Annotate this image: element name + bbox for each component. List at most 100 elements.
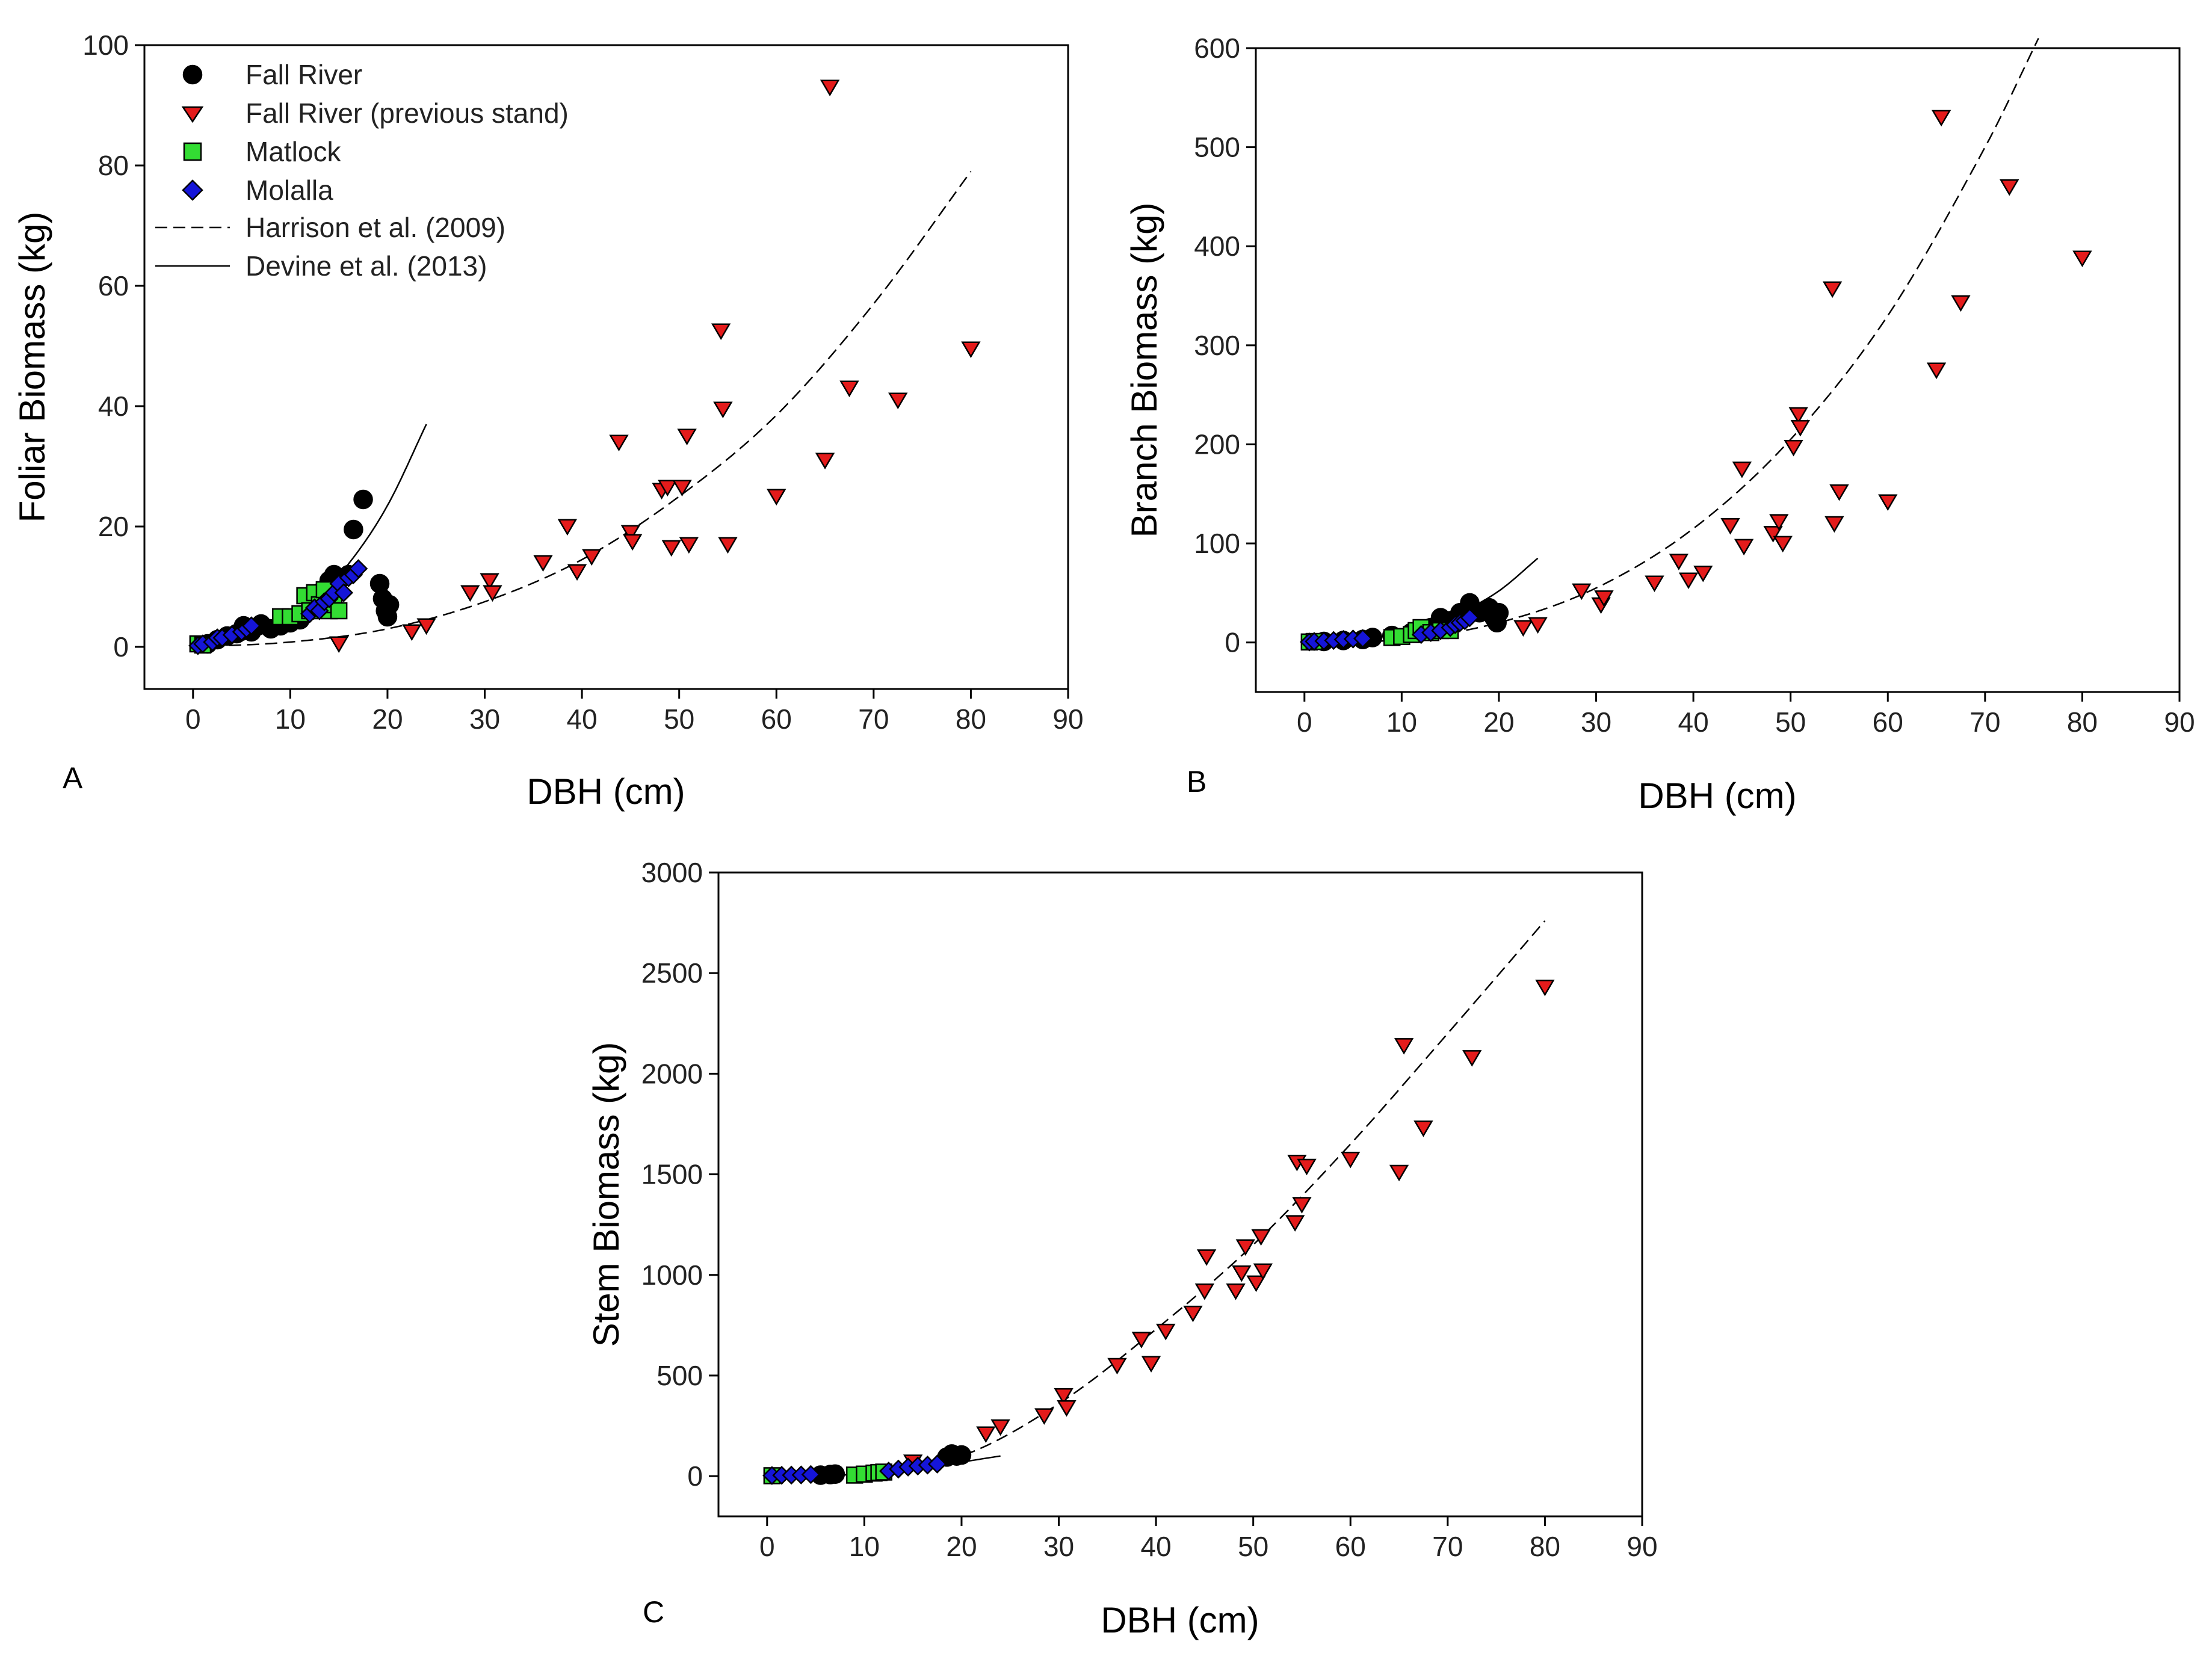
panel-a-point-fall-river-previous-stand [713, 401, 733, 419]
panel-c-point-fall-river-previous-stand [1235, 1239, 1255, 1256]
panel-b-curves [1304, 37, 2039, 643]
panel-a-x-tick-label: 20 [372, 703, 403, 735]
panel-b-point-fall-river-previous-stand [1878, 494, 1898, 511]
panel-c-x-tick-label: 90 [1627, 1531, 1657, 1562]
panel-a-y-tick-label: 40 [98, 391, 129, 422]
panel-a-point-fall-river-previous-stand [658, 480, 678, 497]
panel-a-point-fall-river [344, 519, 363, 540]
panel-b-x-tick-label: 30 [1581, 706, 1611, 738]
panel-c-x-tick-label: 20 [946, 1531, 977, 1562]
panel-c-point-fall-river [951, 1445, 972, 1465]
panel-c-point-fall-river-previous-stand [1054, 1388, 1074, 1405]
panel-a-curve-harrison-et-al-2009 [193, 171, 972, 648]
panel-c-point-fall-river-previous-stand [1535, 980, 1555, 996]
panel-a-point-fall-river-previous-stand [460, 585, 480, 602]
panel-c-y-tick-label: 1500 [641, 1159, 703, 1190]
panel-a-x-tick-label: 60 [761, 703, 792, 735]
panel-b-points [1300, 110, 2092, 652]
panel-c-point-fall-river-previous-stand [1196, 1249, 1217, 1266]
panel-c-point-fall-river-previous-stand [1285, 1215, 1305, 1232]
panel-a-point-fall-river-previous-stand [582, 549, 602, 566]
panel-b-y-tick-label: 0 [1225, 627, 1240, 658]
legend: Fall River Fall River (previous stand) M… [155, 59, 569, 282]
panel-b-point-fall-river-previous-stand [2072, 250, 2092, 268]
panel-c-curve-harrison-et-al-2009 [767, 920, 1546, 1477]
panel-c-curves [767, 920, 1546, 1477]
panel-c-x-tick-label: 70 [1432, 1531, 1463, 1562]
panel-a-point-fall-river-previous-stand [677, 428, 697, 446]
panel-a-point-fall-river-previous-stand [961, 341, 981, 359]
panel-a-y-tick-label: 100 [82, 29, 129, 61]
panel-b-point-fall-river-previous-stand [1788, 407, 1808, 424]
panel-b-point-fall-river-previous-stand [1594, 590, 1614, 607]
panel-b-point-fall-river-previous-stand [1769, 514, 1789, 531]
panel-c-point-fall-river-previous-stand [1194, 1283, 1215, 1300]
panel-a-point-fall-river-previous-stand [711, 323, 731, 341]
panel-c-point-fall-river-previous-stand [1156, 1323, 1176, 1341]
panel-b-point-molalla [1460, 608, 1480, 628]
panel-b-point-fall-river [1489, 603, 1509, 623]
panel-b-point-fall-river-previous-stand [2000, 179, 2019, 196]
panel-b-x-tick-label: 50 [1775, 706, 1806, 738]
panel-b-x-tick-label: 60 [1873, 706, 1903, 738]
legend-fall-river-label: Fall River [246, 59, 362, 90]
panel-a-point-fall-river-previous-stand [557, 519, 578, 536]
panel-c-point-fall-river-previous-stand [1413, 1120, 1433, 1137]
panel-c-point-fall-river-previous-stand [1253, 1263, 1273, 1280]
panel-c-point-fall-river-previous-stand [976, 1426, 996, 1443]
panel-c-x-axis-title: DBH (cm) [1101, 1600, 1259, 1640]
panel-b-point-fall-river-previous-stand [1824, 516, 1844, 533]
legend-devine-label: Devine et al. (2013) [246, 250, 487, 282]
panel-b-point-fall-river-previous-stand [1572, 583, 1592, 601]
panel-c-x-tick-label: 40 [1141, 1531, 1172, 1562]
legend-harrison-label: Harrison et al. (2009) [246, 212, 505, 243]
panel-b-y-tick-label: 100 [1194, 528, 1240, 559]
panel-a-point-fall-river-previous-stand [609, 434, 629, 452]
legend-matlock-marker [183, 142, 202, 161]
panel-c-point-fall-river-previous-stand [1131, 1332, 1152, 1348]
panel-c-x-tick-label: 0 [759, 1531, 775, 1562]
panel-b-point-fall-river-previous-stand [1784, 439, 1803, 457]
panel-c-stem-biomass: 0 10 20 30 40 50 60 70 80 90 0 500 1000 1500 2000 2500 3… [586, 857, 1658, 1640]
panel-b-label: B [1187, 765, 1206, 798]
panel-b-point-fall-river-previous-stand [1763, 526, 1783, 543]
panel-a-point-molalla [348, 559, 368, 578]
panel-c-y-tick-label: 500 [656, 1360, 703, 1391]
panel-a-point-molalla [241, 616, 261, 635]
panel-a-x-tick-label: 0 [185, 703, 201, 735]
panel-a-point-fall-river-previous-stand [661, 540, 681, 557]
panel-b-y-axis-title: Branch Biomass (kg) [1124, 203, 1164, 538]
panel-a-x-tick-label: 40 [567, 703, 598, 735]
legend-matlock-label: Matlock [246, 136, 341, 167]
panel-c-point-fall-river-previous-stand [1141, 1356, 1161, 1373]
panel-c-y-tick-label: 0 [687, 1460, 703, 1492]
panel-c-x-tick-label: 80 [1530, 1531, 1560, 1562]
panel-c-y-tick-label: 2000 [641, 1058, 703, 1089]
panel-c-x-tick-label: 60 [1335, 1531, 1366, 1562]
panel-a-point-fall-river-previous-stand [622, 534, 643, 551]
panel-a-foliar-biomass: 0 10 20 30 40 50 60 70 80 90 0 20 40 60 80 100 DBH (cm)… [12, 29, 1084, 812]
panel-c-point-fall-river-previous-stand [1292, 1197, 1312, 1214]
panel-a-x-tick-label: 10 [275, 703, 306, 735]
panel-a-x-tick-label: 70 [858, 703, 889, 735]
panel-a-point-fall-river-previous-stand [329, 636, 349, 653]
panel-c-point-molalla [801, 1465, 821, 1484]
panel-c-point-fall-river-previous-stand [1232, 1265, 1252, 1282]
panel-a-point-fall-river-previous-stand [839, 380, 859, 398]
panel-c-point-fall-river-previous-stand [1389, 1164, 1409, 1182]
panel-c-point-fall-river-previous-stand [1341, 1152, 1361, 1169]
panel-c-point-molalla [927, 1454, 947, 1474]
panel-c-y-tick-label: 2500 [641, 957, 703, 989]
panel-c-point-fall-river-previous-stand [1107, 1358, 1127, 1375]
panel-b-point-molalla [1353, 629, 1373, 648]
panel-a-y-tick-label: 80 [98, 150, 129, 181]
panel-c-point-fall-river-previous-stand [990, 1419, 1010, 1436]
panel-a-y-axis-title: Foliar Biomass (kg) [12, 212, 52, 523]
panel-a-point-fall-river-previous-stand [483, 585, 502, 602]
legend-fall-river-previous-label: Fall River (previous stand) [246, 97, 569, 129]
panel-c-point-fall-river-previous-stand [1226, 1283, 1246, 1300]
panel-a-point-fall-river-previous-stand [679, 537, 699, 554]
legend-fall-river-previous-marker [181, 106, 204, 123]
panel-b-point-fall-river-previous-stand [1693, 566, 1713, 582]
panel-b-x-tick-label: 90 [2164, 706, 2195, 738]
